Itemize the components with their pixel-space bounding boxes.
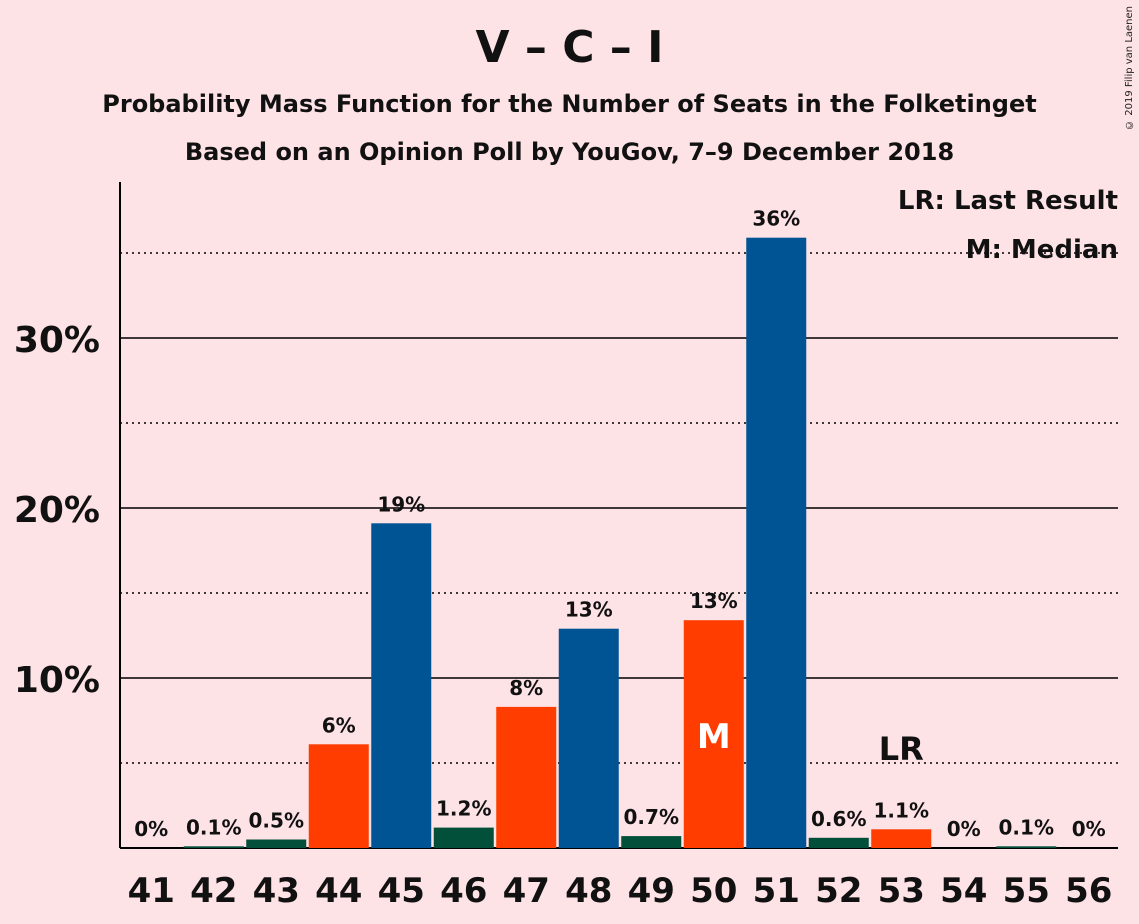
x-tick-label-53: 53 xyxy=(878,871,925,911)
data-label-43: 0.5% xyxy=(249,809,304,833)
median-marker: M xyxy=(697,717,731,757)
data-label-56: 0% xyxy=(1072,817,1106,841)
x-tick-label-41: 41 xyxy=(128,871,175,911)
bar-47 xyxy=(496,706,557,848)
x-tick-label-45: 45 xyxy=(378,871,425,911)
bar-48 xyxy=(558,628,619,848)
data-label-45: 19% xyxy=(377,492,425,516)
bar-50 xyxy=(683,620,744,848)
x-tick-label-42: 42 xyxy=(190,871,237,911)
x-tick-label-44: 44 xyxy=(315,871,362,911)
data-label-48: 13% xyxy=(565,598,613,622)
x-tick-label-49: 49 xyxy=(628,871,675,911)
x-tick-label-47: 47 xyxy=(503,871,550,911)
x-tick-label-50: 50 xyxy=(690,871,737,911)
data-label-54: 0% xyxy=(947,817,981,841)
bar-51 xyxy=(746,237,807,848)
y-tick-label: 20% xyxy=(14,490,100,531)
x-tick-label-54: 54 xyxy=(940,871,987,911)
x-tick-label-56: 56 xyxy=(1065,871,1112,911)
y-tick-label: 30% xyxy=(14,320,100,361)
x-tick-label-48: 48 xyxy=(565,871,612,911)
chart-title: V – C – I xyxy=(475,22,664,73)
x-tick-label-55: 55 xyxy=(1003,871,1050,911)
data-label-41: 0% xyxy=(134,817,168,841)
data-label-44: 6% xyxy=(322,713,356,737)
bar-53 xyxy=(871,829,932,848)
x-tick-label-43: 43 xyxy=(253,871,300,911)
data-label-50: 13% xyxy=(690,589,738,613)
y-tick-label: 10% xyxy=(14,660,100,701)
x-tick-label-51: 51 xyxy=(753,871,800,911)
x-tick-label-46: 46 xyxy=(440,871,487,911)
bar-43 xyxy=(246,839,307,848)
bar-45 xyxy=(371,523,432,848)
data-label-52: 0.6% xyxy=(811,807,866,831)
bar-42 xyxy=(183,846,244,848)
legend-last-result: LR: Last Result xyxy=(898,186,1118,216)
data-label-42: 0.1% xyxy=(186,815,241,839)
bar-46 xyxy=(433,827,494,848)
data-label-55: 0.1% xyxy=(999,815,1054,839)
data-label-46: 1.2% xyxy=(436,797,491,821)
data-label-49: 0.7% xyxy=(624,805,679,829)
chart-subtitle-1: Probability Mass Function for the Number… xyxy=(102,90,1037,118)
data-label-51: 36% xyxy=(752,207,800,231)
x-tick-label-52: 52 xyxy=(815,871,862,911)
bar-52 xyxy=(808,837,869,848)
bar-55 xyxy=(996,846,1057,848)
bar-44 xyxy=(308,744,369,848)
legend-median: M: Median xyxy=(966,235,1118,265)
bar-49 xyxy=(621,836,682,848)
last-result-marker: LR xyxy=(879,730,924,768)
chart-subtitle-2: Based on an Opinion Poll by YouGov, 7–9 … xyxy=(184,138,955,166)
data-label-47: 8% xyxy=(509,676,543,700)
data-label-53: 1.1% xyxy=(874,798,929,822)
